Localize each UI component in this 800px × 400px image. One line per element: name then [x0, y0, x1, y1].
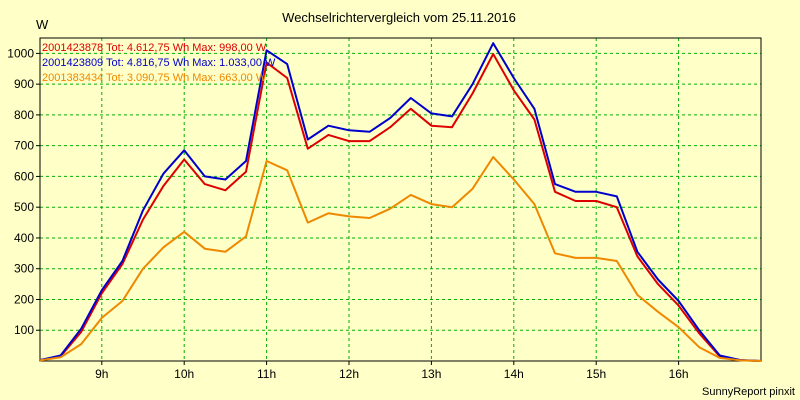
chart-title: Wechselrichtervergleich vom 25.11.2016: [282, 10, 516, 25]
x-tick-label: 11h: [257, 367, 276, 381]
y-tick-label: 600: [14, 169, 34, 183]
grid: [40, 38, 761, 361]
y-tick-label: 500: [14, 200, 34, 214]
x-tick-label: 14h: [504, 367, 524, 381]
x-tick-label: 16h: [669, 367, 689, 381]
y-tick-label: 900: [14, 77, 34, 91]
series-lines: [39, 42, 762, 362]
y-tick-label: 200: [14, 292, 34, 306]
legend-entry-2001383434: 2001383434 Tot: 3.090,75 Wh Max: 663,00 …: [42, 72, 267, 84]
legend-entry-2001423878: 2001423878 Tot: 4.612,75 Wh Max: 998,00 …: [42, 42, 267, 54]
y-tick-label: 1000: [7, 46, 34, 60]
legend: 2001423878 Tot: 4.612,75 Wh Max: 998,00 …: [42, 42, 276, 84]
series-line-2001383434: [39, 156, 762, 362]
series-line-2001423809: [39, 42, 762, 362]
x-tick-label: 12h: [339, 367, 359, 381]
y-tick-label: 100: [14, 323, 34, 337]
plot-frame: [39, 37, 762, 362]
x-tick-label: 9h: [95, 367, 108, 381]
x-tick-label: 10h: [174, 367, 194, 381]
x-axis: 9h 10h 11h 12h 13h 14h 15h 16h: [95, 361, 689, 381]
y-axis: 100 200 300 400 500 600 700 800 900 1000: [7, 46, 40, 337]
y-tick-label: 300: [14, 262, 34, 276]
credit-label: SunnyReport pinxit: [702, 386, 795, 398]
x-tick-label: 15h: [586, 367, 606, 381]
y-tick-label: 700: [14, 139, 34, 153]
y-tick-label: 400: [14, 231, 34, 245]
series-line-2001423878: [39, 53, 762, 362]
x-tick-label: 13h: [421, 367, 441, 381]
y-axis-unit-label: W: [36, 17, 49, 32]
y-tick-label: 800: [14, 108, 34, 122]
legend-entry-2001423809: 2001423809 Tot: 4.816,75 Wh Max: 1.033,0…: [42, 57, 276, 69]
